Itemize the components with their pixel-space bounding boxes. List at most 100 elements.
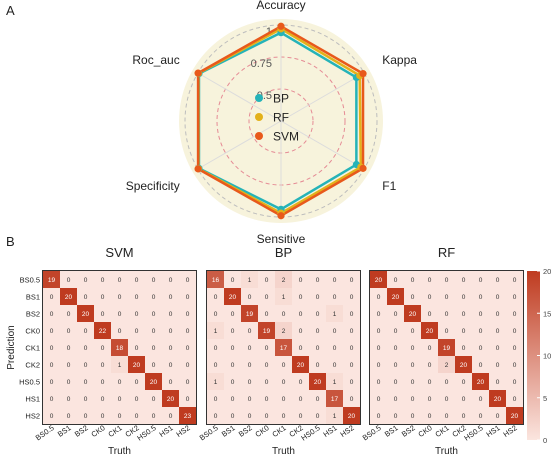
- heatmap-cell-value: 0: [231, 311, 235, 318]
- heatmap-cell-value: 0: [214, 413, 218, 420]
- heatmap-cell-value: 1: [333, 311, 337, 318]
- heatmap-cell: [43, 271, 60, 288]
- heatmap-cell-value: 19: [48, 277, 56, 284]
- heatmap-cell: [370, 339, 387, 356]
- heatmap-cell: [145, 390, 162, 407]
- heatmap-y-tick: BS1: [26, 293, 40, 302]
- heatmap-cell-value: 0: [231, 379, 235, 386]
- heatmap-cell: [275, 322, 292, 339]
- heatmap-x-tick: CK0: [417, 423, 434, 439]
- heatmap-cell-value: 0: [333, 328, 337, 335]
- heatmap-cell-value: 0: [479, 277, 483, 284]
- heatmap-cell-value: 0: [101, 345, 105, 352]
- heatmap-cell: [387, 322, 404, 339]
- heatmap-cell: [472, 390, 489, 407]
- heatmap-cell: [128, 339, 145, 356]
- heatmap-cell-value: 0: [350, 379, 354, 386]
- heatmap-cell-value: 0: [186, 294, 190, 301]
- heatmap-x-tick: HS0.5: [135, 423, 157, 442]
- heatmap-cell: [128, 288, 145, 305]
- heatmap-cell-value: 0: [479, 362, 483, 369]
- heatmap-cell: [506, 271, 523, 288]
- heatmap-cell-value: 0: [265, 294, 269, 301]
- heatmap-cell-value: 20: [409, 311, 417, 318]
- heatmap-cell: [421, 288, 438, 305]
- radar-axis-label-f1: F1: [382, 179, 396, 193]
- heatmap-cell-value: 0: [462, 345, 466, 352]
- heatmap-x-tick: BS2: [237, 423, 254, 439]
- heatmap-cell-value: 2: [445, 362, 449, 369]
- heatmap-cell-value: 0: [282, 379, 286, 386]
- heatmap-cell: [404, 356, 421, 373]
- heatmap-cell: [472, 356, 489, 373]
- heatmap-cell: [489, 407, 506, 424]
- heatmap-cell: [258, 407, 275, 424]
- heatmap-cell-value: 0: [299, 396, 303, 403]
- heatmap-cell-value: 0: [101, 294, 105, 301]
- heatmap-cell: [128, 373, 145, 390]
- heatmap-x-tick: HS2: [502, 423, 519, 439]
- heatmap-cell: [162, 373, 179, 390]
- heatmap-frame: [42, 270, 197, 425]
- heatmap-cell: [77, 356, 94, 373]
- heatmap-x-tick: HS2: [175, 423, 192, 439]
- heatmap-cell: [404, 390, 421, 407]
- heatmap-cell-value: 0: [350, 345, 354, 352]
- heatmap-cell-value: 0: [411, 328, 415, 335]
- heatmap-cell-value: 0: [377, 345, 381, 352]
- heatmap-y-tick: HS2: [25, 412, 40, 421]
- heatmap-cell-value: 20: [133, 362, 141, 369]
- heatmap-cell: [292, 305, 309, 322]
- heatmap-cell: [258, 322, 275, 339]
- heatmap-cell-value: 0: [377, 413, 381, 420]
- heatmap-cell-value: 20: [511, 413, 519, 420]
- heatmap-cell-value: 0: [152, 396, 156, 403]
- heatmap-cell: [145, 356, 162, 373]
- heatmap-cell: [207, 356, 224, 373]
- heatmap-cell-value: 0: [101, 413, 105, 420]
- heatmap-cell: [207, 339, 224, 356]
- heatmap-cell: [94, 356, 111, 373]
- heatmap-cell-value: 0: [462, 379, 466, 386]
- heatmap-cell-value: 19: [443, 345, 451, 352]
- heatmap-cell-value: 0: [479, 294, 483, 301]
- heatmap-cell: [343, 407, 360, 424]
- heatmap-cell: [343, 322, 360, 339]
- heatmap-cell-value: 0: [50, 379, 54, 386]
- radar-spoke-kappa: [280, 72, 365, 122]
- heatmap-cell: [506, 356, 523, 373]
- radar-chart: 0.50.751AccuracyKappaF1SensitiveSpecific…: [126, 0, 418, 246]
- heatmap-cell: [404, 305, 421, 322]
- heatmap-cell-value: 0: [496, 362, 500, 369]
- heatmap-cell: [421, 356, 438, 373]
- heatmap-cell-value: 0: [316, 294, 320, 301]
- heatmap-cell: [343, 356, 360, 373]
- heatmap-title: RF: [438, 245, 455, 260]
- heatmap-cell-value: 0: [462, 413, 466, 420]
- heatmap-cell-value: 19: [246, 311, 254, 318]
- heatmap-cell: [43, 322, 60, 339]
- legend-label-bp: BP: [273, 92, 289, 106]
- heatmap-cell-value: 0: [50, 362, 54, 369]
- heatmap-x-tick: BS2: [400, 423, 417, 439]
- heatmap-cell-value: 0: [377, 379, 381, 386]
- heatmap-cell-value: 0: [50, 413, 54, 420]
- heatmap-cell: [128, 407, 145, 424]
- heatmap-cell: [145, 271, 162, 288]
- radar-point-svm: [194, 69, 202, 77]
- heatmap-cell: [111, 271, 128, 288]
- heatmap-cell-value: 0: [265, 345, 269, 352]
- heatmap-x-tick: BS1: [220, 423, 237, 439]
- heatmap-cell: [309, 271, 326, 288]
- heatmap-cell: [224, 407, 241, 424]
- heatmap-x-tick: HS0.5: [462, 423, 484, 442]
- heatmap-cell-value: 0: [248, 362, 252, 369]
- heatmap-cell: [489, 390, 506, 407]
- heatmap-cell: [455, 271, 472, 288]
- heatmap-cell-value: 0: [428, 362, 432, 369]
- heatmap-cell: [258, 271, 275, 288]
- heatmap-cell: [128, 322, 145, 339]
- heatmap-cell-value: 0: [67, 362, 71, 369]
- heatmap-cell: [224, 339, 241, 356]
